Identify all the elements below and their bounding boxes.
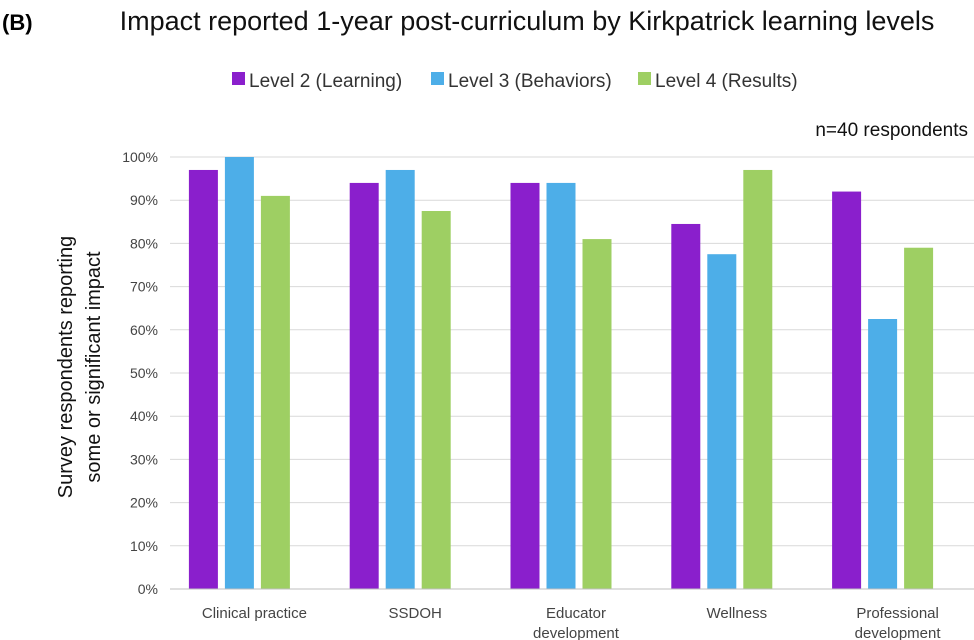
respondents-annotation: n=40 respondents — [815, 120, 968, 141]
y-tick-label: 50% — [130, 365, 158, 381]
bar-2-3 — [671, 223, 701, 589]
x-category-label: development — [855, 625, 942, 640]
x-category-label: Educator — [546, 605, 606, 622]
bars — [188, 157, 934, 590]
bar-4-4 — [904, 247, 934, 589]
bar-2-4 — [832, 191, 862, 589]
y-tick-label: 40% — [130, 408, 158, 424]
y-tick-label: 80% — [130, 235, 158, 251]
bar-2-0 — [188, 169, 218, 589]
bar-4-2 — [582, 239, 612, 589]
bar-3-0 — [224, 157, 254, 589]
y-tick-label: 30% — [130, 451, 158, 467]
bar-4-1 — [421, 211, 451, 589]
legend-entry: Level 3 (Behaviors) — [448, 71, 612, 92]
chart-title: Impact reported 1-year post-curriculum b… — [120, 6, 935, 36]
y-axis-label-line-2: some or significant impact — [83, 251, 105, 483]
y-tick-label: 90% — [130, 192, 158, 208]
legend-entry: Level 4 (Results) — [655, 71, 798, 92]
y-tick-label: 10% — [130, 538, 158, 554]
y-axis-label-line-1: Survey respondents reporting — [55, 236, 77, 498]
legend-swatch — [431, 72, 444, 85]
y-tick-label: 0% — [138, 581, 158, 597]
y-axis-ticks: 0% 10% 20% 30% 40% 50% 60% 70% 80% 90% 100% — [122, 149, 158, 597]
y-tick-label: 20% — [130, 495, 158, 511]
x-category-label: development — [533, 625, 620, 640]
y-tick-label: 100% — [122, 149, 158, 165]
legend-entry: Level 2 (Learning) — [249, 71, 402, 92]
bar-2-1 — [349, 182, 379, 590]
legend: Level 2 (Learning) Level 3 (Behaviors) Lev… — [232, 71, 798, 92]
bar-4-3 — [743, 169, 773, 589]
bar-3-2 — [546, 182, 576, 590]
bar-3-3 — [707, 254, 737, 589]
y-axis-label: Survey respondents reporting some or sig… — [55, 236, 105, 498]
bar-3-4 — [868, 319, 898, 589]
x-category-label: Professional — [856, 605, 939, 622]
y-tick-label: 70% — [130, 279, 158, 295]
x-axis-categories: Clinical practice SSDOH Educator developmen… — [202, 605, 941, 640]
legend-swatch — [232, 72, 245, 85]
x-category-label: Clinical practice — [202, 605, 307, 622]
panel-label: (B) — [2, 10, 33, 35]
bar-4-0 — [260, 195, 290, 589]
y-tick-label: 60% — [130, 322, 158, 338]
bar-3-1 — [385, 169, 415, 589]
bar-2-2 — [510, 182, 540, 590]
x-category-label: Wellness — [707, 605, 768, 622]
x-category-label: SSDOH — [389, 605, 442, 622]
legend-swatch — [638, 72, 651, 85]
